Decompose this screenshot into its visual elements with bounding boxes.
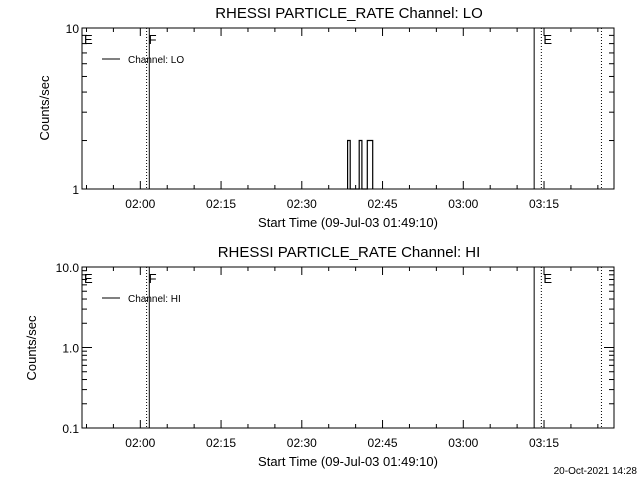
panel-lo-event-label: E [543,32,552,47]
panel-hi-legend-entry: Channel: HI [128,294,181,305]
panel-lo-xtick-label: 03:15 [529,197,559,211]
panel-hi-xtick-label: 02:45 [368,436,398,450]
panel-hi-xtick-label: 03:00 [448,436,478,450]
panel-lo-ylabel: Counts/sec [37,75,52,141]
panel-hi-xtick-label: 03:15 [529,436,559,450]
panel-hi-event-label: E [84,271,93,286]
panel-hi-marks: 02:00 02:15 02:30 02:45 03:00 03:15 0.1 1.0 10.0… [56,261,614,450]
panel-hi-xtick-label: 02:00 [125,436,155,450]
panel-hi-ytick-label: 10.0 [56,261,80,275]
panel-lo-ytick-label: 10 [66,22,80,36]
panel-lo-event-label: F [149,32,157,47]
panel-hi: RHESSI PARTICLE_RATE Channel: HI Counts/… [24,244,615,469]
panel-lo-title: RHESSI PARTICLE_RATE Channel: LO [215,5,483,22]
footer-timestamp: 20-Oct-2021 14:28 [554,466,638,477]
panel-hi-title: RHESSI PARTICLE_RATE Channel: HI [218,244,481,261]
panel-lo-series-line [347,139,374,190]
panel-hi-ytick-label: 1.0 [62,342,79,356]
panel-lo-legend-entry: Channel: LO [128,55,184,66]
panel-hi-xlabel: Start Time (09-Jul-03 01:49:10) [258,454,438,469]
panel-lo-xtick-label: 03:00 [448,197,478,211]
panel-hi-ylabel: Counts/sec [24,315,39,381]
panel-hi-xtick-label: 02:30 [287,436,317,450]
panel-lo-xtick-label: 02:15 [206,197,236,211]
panel-lo-ytick-label: 1 [72,183,79,197]
panel-hi-ytick-label: 0.1 [62,422,79,436]
panel-lo-xlabel: Start Time (09-Jul-03 01:49:10) [258,215,438,230]
panel-hi-event-label: F [149,271,157,286]
panel-lo-marks: 02:00 02:15 02:30 02:45 03:00 03:15 1 10 E F E Chan… [66,22,614,211]
panel-lo-event-label: E [84,32,93,47]
panel-hi-xtick-label: 02:15 [206,436,236,450]
panel-lo-xtick-label: 02:30 [287,197,317,211]
panel-lo-xtick-label: 02:00 [125,197,155,211]
panel-lo-xtick-label: 02:45 [368,197,398,211]
panel-hi-event-label: E [543,271,552,286]
panel-lo: RHESSI PARTICLE_RATE Channel: LO Counts/… [37,5,615,230]
